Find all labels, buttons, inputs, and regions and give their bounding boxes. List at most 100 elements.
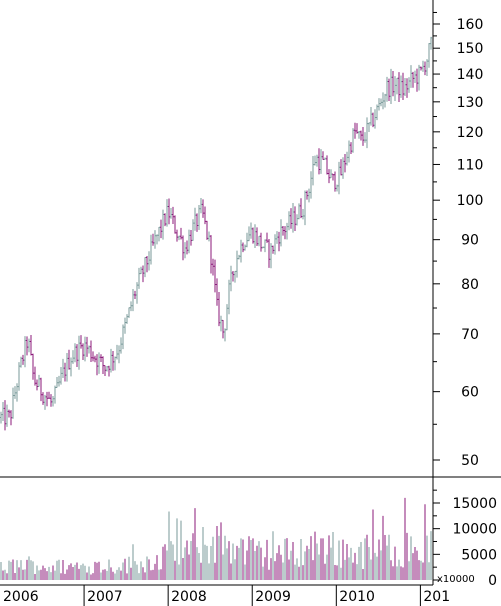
ohlc-bar: [218, 292, 220, 327]
ohlc-bar: [252, 227, 254, 244]
ohlc-bar: [108, 365, 110, 377]
ohlc-bar: [268, 238, 270, 268]
ohlc-bar: [346, 151, 348, 166]
ohlc-bar: [152, 233, 154, 246]
ohlc-bar: [390, 68, 392, 104]
ohlc-bar: [384, 93, 386, 108]
ohlc-bar: [116, 344, 118, 360]
ohlc-bar: [404, 77, 406, 96]
ohlc-bar: [290, 208, 292, 229]
ohlc-bar: [340, 159, 342, 176]
ohlc-bar: [186, 240, 188, 255]
ohlc-bar: [228, 279, 230, 315]
y-tick-label: 130: [457, 95, 484, 111]
ohlc-bar: [284, 226, 286, 240]
ohlc-bar: [344, 154, 346, 173]
ohlc-bar: [400, 75, 402, 98]
ohlc-bar: [318, 148, 320, 175]
ohlc-bar: [138, 267, 140, 289]
ohlc-bar: [34, 366, 36, 386]
ohlc-bar: [0, 411, 2, 424]
ohlc-bar: [70, 357, 72, 377]
ohlc-bar: [296, 214, 298, 226]
ohlc-bar: [196, 213, 198, 232]
volume-tick-label: 0: [488, 573, 497, 589]
ohlc-bar: [76, 344, 78, 367]
ohlc-bar: [82, 343, 84, 361]
ohlc-bar: [428, 43, 430, 68]
ohlc-bar: [160, 219, 162, 239]
ohlc-bar: [166, 199, 168, 227]
ohlc-bar: [104, 365, 106, 377]
ohlc-bar: [212, 258, 214, 276]
y-tick-label: 60: [461, 385, 479, 401]
ohlc-bar: [86, 336, 88, 357]
ohlc-bar: [266, 232, 268, 243]
ohlc-bar: [60, 366, 62, 385]
ohlc-bar: [164, 213, 166, 227]
ohlc-bar: [206, 220, 208, 240]
ohlc-bar: [416, 68, 418, 92]
ohlc-bar: [264, 239, 266, 253]
ohlc-bar: [242, 242, 244, 253]
y-tick-label: 80: [461, 277, 479, 293]
ohlc-bar: [334, 171, 336, 192]
ohlc-bar: [48, 391, 50, 399]
ohlc-bar: [254, 224, 256, 248]
ohlc-bar: [414, 70, 416, 84]
ohlc-bar: [178, 235, 180, 241]
ohlc-bar: [282, 225, 284, 236]
ohlc-bar: [2, 402, 4, 421]
ohlc-bar: [420, 66, 422, 71]
ohlc-bar: [84, 336, 86, 362]
ohlc-bar: [100, 354, 102, 363]
ohlc-bar: [142, 265, 144, 283]
ohlc-bar: [132, 289, 134, 312]
ohlc-bar: [358, 130, 360, 139]
ohlc-bar: [356, 123, 358, 134]
ohlc-bar: [14, 386, 16, 399]
ohlc-bar: [350, 142, 352, 155]
ohlc-bar: [270, 243, 272, 269]
ohlc-bar: [426, 59, 428, 76]
x-tick-label: 2009: [255, 589, 291, 605]
ohlc-bar: [136, 282, 138, 304]
ohlc-bar: [50, 394, 52, 407]
ohlc-bar: [424, 61, 426, 76]
ohlc-bar: [226, 304, 228, 331]
ohlc-bar: [386, 76, 388, 102]
ohlc-bar: [368, 122, 370, 133]
ohlc-bar: [244, 244, 246, 251]
ohlc-bar: [354, 122, 356, 139]
volume-multiplier-label: x10000: [437, 574, 475, 585]
ohlc-bar: [40, 377, 42, 402]
ohlc-bar: [250, 222, 252, 239]
ohlc-bar: [130, 301, 132, 312]
ohlc-bar: [8, 409, 10, 418]
ohlc-bar: [316, 154, 318, 167]
ohlc-bar: [56, 377, 58, 389]
price-bars: [0, 36, 432, 431]
ohlc-bar: [102, 356, 104, 375]
ohlc-bar: [58, 375, 60, 387]
ohlc-bar: [382, 92, 384, 110]
ohlc-bar: [430, 36, 432, 50]
volume-tick-label: 5000: [461, 547, 497, 563]
ohlc-bar: [214, 259, 216, 293]
ohlc-bar: [192, 219, 194, 241]
ohlc-bar: [262, 246, 264, 249]
ohlc-bar: [22, 354, 24, 365]
ohlc-bar: [330, 169, 332, 179]
ohlc-bar: [182, 235, 184, 261]
ohlc-bar: [374, 109, 376, 129]
ohlc-bar: [336, 184, 338, 192]
ohlc-bar: [372, 112, 374, 128]
ohlc-bar: [122, 324, 124, 350]
ohlc-bar: [190, 229, 192, 246]
ohlc-bar: [4, 400, 6, 431]
volume-bars: [0, 497, 432, 580]
ohlc-bar: [304, 190, 306, 226]
ohlc-bar: [46, 391, 48, 407]
ohlc-bar: [80, 335, 82, 349]
y-tick-label: 140: [457, 67, 484, 83]
